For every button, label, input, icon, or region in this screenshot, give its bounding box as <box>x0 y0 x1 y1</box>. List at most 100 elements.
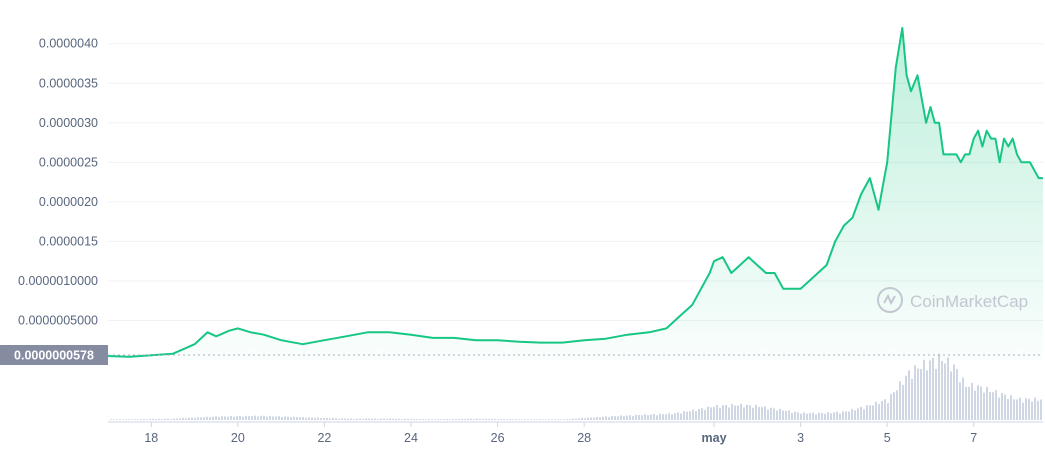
volume-bar <box>482 418 484 420</box>
volume-bar <box>641 415 643 420</box>
volume-bar <box>1016 399 1018 420</box>
volume-bar <box>437 419 439 420</box>
volume-bar <box>998 397 1000 420</box>
volume-bar <box>236 416 238 420</box>
volume-bar <box>506 419 508 420</box>
volume-bar <box>569 419 571 420</box>
volume-bar <box>812 412 814 420</box>
volume-bar <box>962 377 964 420</box>
volume-bar <box>899 381 901 420</box>
volume-bar <box>782 410 784 420</box>
volume-bar <box>755 404 757 420</box>
watermark-text: CoinMarketCap <box>910 292 1028 311</box>
volume-bar <box>401 419 403 420</box>
volume-bar <box>731 403 733 420</box>
volume-bar <box>458 418 460 420</box>
volume-bar <box>689 411 691 420</box>
volume-bar <box>947 357 949 420</box>
volume-bar <box>158 418 160 420</box>
grid-lines <box>108 43 1043 321</box>
volume-bar <box>434 419 436 420</box>
volume-bar <box>125 419 127 420</box>
volume-bar <box>233 416 235 420</box>
volume-bar <box>671 414 673 420</box>
volume-bar <box>971 382 973 420</box>
volume-bar <box>674 413 676 420</box>
volume-bar <box>650 414 652 420</box>
volume-bar <box>179 418 181 420</box>
volume-bar <box>839 413 841 420</box>
volume-bar <box>944 363 946 420</box>
volume-bar <box>1040 399 1042 420</box>
volume-bar <box>632 416 634 420</box>
volume-bar <box>314 417 316 420</box>
volume-bar <box>263 415 265 420</box>
volume-bar <box>347 418 349 420</box>
volume-bar <box>557 419 559 420</box>
volume-bar <box>818 412 820 420</box>
volume-bar <box>500 418 502 420</box>
volume-bar <box>695 411 697 420</box>
volume-bar <box>851 409 853 420</box>
volume-bar <box>356 418 358 420</box>
volume-bar <box>614 416 616 420</box>
volume-bar <box>710 407 712 420</box>
volume-bar <box>176 418 178 420</box>
volume-bar <box>734 405 736 420</box>
volume-bar <box>773 408 775 420</box>
volume-bar <box>833 412 835 420</box>
volume-bar <box>656 415 658 420</box>
volume-bar <box>794 411 796 420</box>
volume-bar <box>566 419 568 420</box>
volume-bar <box>293 416 295 420</box>
volume-bar <box>602 416 604 420</box>
volume-bar <box>617 416 619 420</box>
volume-bar <box>1019 397 1021 420</box>
volume-bar <box>797 412 799 420</box>
volume-bar <box>644 414 646 420</box>
volume-bar <box>545 419 547 420</box>
volume-bar <box>230 416 232 420</box>
volume-bar <box>215 416 217 420</box>
volume-bar <box>440 419 442 420</box>
volume-bar <box>383 418 385 420</box>
volume-bar <box>464 418 466 420</box>
volume-bar <box>518 419 520 420</box>
volume-bar <box>1025 398 1027 420</box>
volume-bar <box>635 414 637 420</box>
volume-bar <box>302 417 304 420</box>
price-area <box>108 27 1043 361</box>
volume-bar <box>485 418 487 420</box>
volume-bar <box>983 392 985 420</box>
x-tick-label: 20 <box>231 431 245 445</box>
y-tick-label: 0.0000030 <box>39 116 98 130</box>
volume-bar <box>992 392 994 420</box>
volume-bar <box>941 360 943 420</box>
volume-bar <box>461 418 463 420</box>
volume-bar <box>131 419 133 420</box>
volume-bar <box>548 419 550 420</box>
volume-bar <box>788 410 790 420</box>
volume-bar <box>572 418 574 420</box>
volume-bar <box>146 419 148 420</box>
volume-bar <box>188 417 190 420</box>
volume-bar <box>182 418 184 420</box>
x-tick-label: 7 <box>970 431 977 445</box>
volume-bar <box>395 418 397 420</box>
volume-bar <box>554 419 556 420</box>
volume-bar <box>845 411 847 420</box>
volume-bar <box>776 410 778 420</box>
volume-bar <box>1037 400 1039 420</box>
volume-bar <box>455 418 457 420</box>
x-tick-label: 3 <box>797 431 804 445</box>
volume-bar <box>560 419 562 420</box>
volume-bar <box>308 417 310 420</box>
volume-bar <box>443 419 445 420</box>
volume-bar <box>371 418 373 420</box>
volume-bar <box>1022 402 1024 420</box>
volume-bar <box>989 391 991 420</box>
volume-bar <box>743 407 745 420</box>
volume-bar <box>854 410 856 420</box>
volume-bar <box>338 418 340 420</box>
